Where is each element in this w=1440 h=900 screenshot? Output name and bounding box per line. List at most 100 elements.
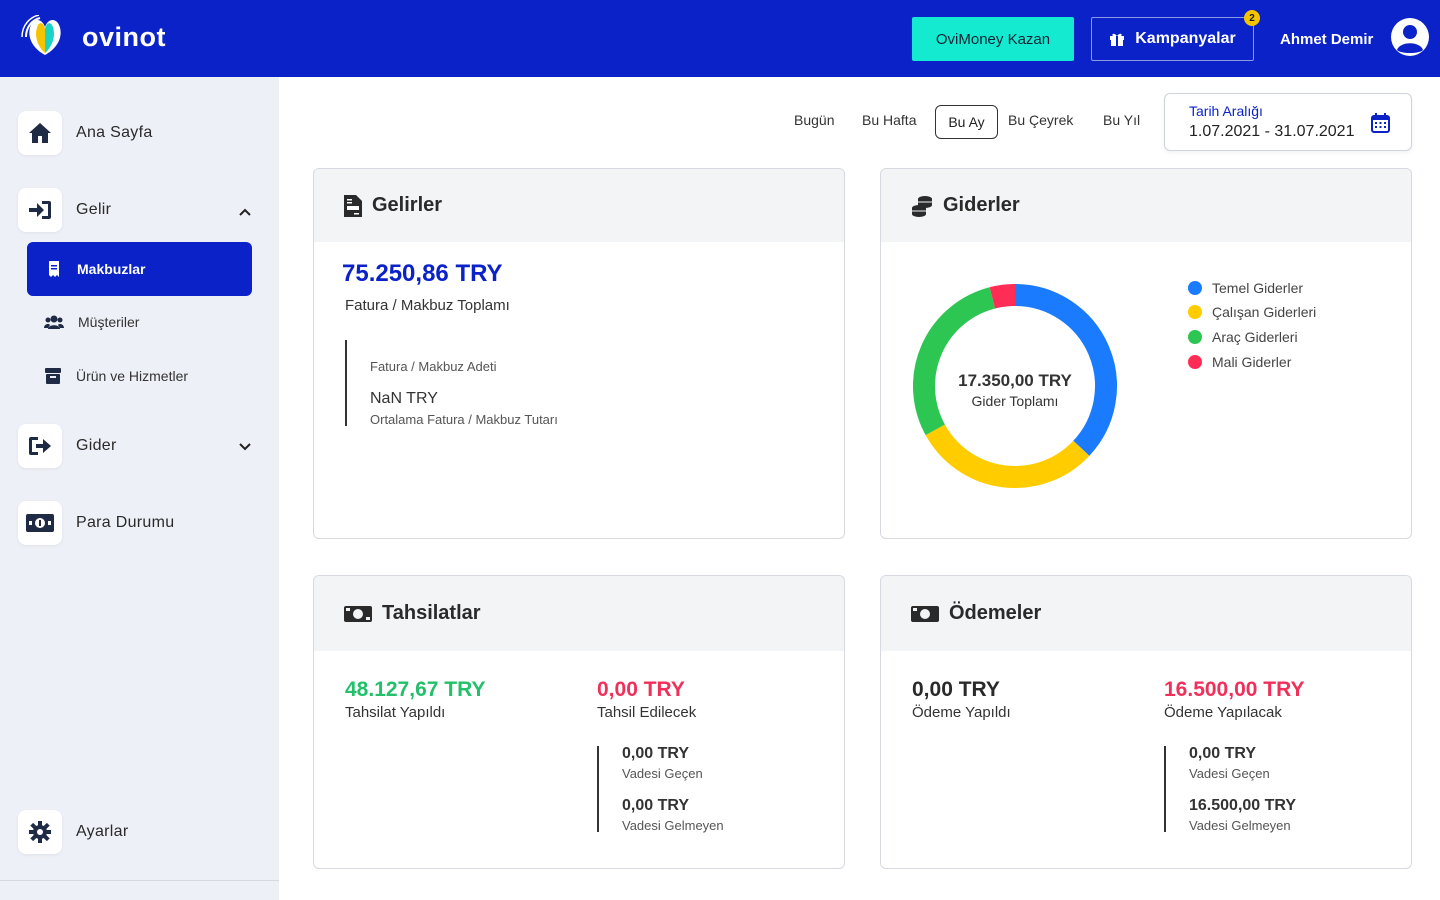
sidebar-label-makbuzlar: Makbuzlar [77, 261, 146, 277]
odemeler-title: Ödemeler [949, 602, 1042, 624]
date-range-label: Tarih Aralığı [1189, 103, 1263, 119]
sidebar-divider [0, 880, 279, 881]
tahsilat-done-value: 48.127,67 TRY [345, 678, 486, 701]
user-name[interactable]: Ahmet Demir [1280, 31, 1374, 48]
gelirler-avg-value: NaN TRY [370, 390, 438, 407]
tahsilat-done-label: Tahsilat Yapıldı [345, 704, 446, 721]
filter-bu-ay[interactable]: Bu Ay [935, 105, 998, 139]
sidebar-item-musteriler[interactable]: Müşteriler [44, 314, 139, 330]
donut-slice-1[interactable] [1014, 284, 1117, 456]
odeme-divider [1164, 746, 1166, 832]
odeme-pending-label: Ödeme Yapılacak [1164, 704, 1282, 721]
sidebar-item-para-durumu[interactable]: Para Durumu [18, 501, 174, 545]
receipt-icon [49, 261, 59, 277]
box-icon [45, 368, 61, 384]
legend-dot [1188, 305, 1202, 319]
gelirler-title: Gelirler [372, 194, 443, 216]
odeme-overdue-value: 0,00 TRY [1189, 745, 1256, 762]
tahsilat-notdue-label: Vadesi Gelmeyen [622, 818, 724, 833]
sidebar-label-musteriler: Müşteriler [78, 314, 140, 330]
tahsilatlar-card: Tahsilatlar 48.127,67 TRY Tahsilat Yapıl… [313, 575, 845, 869]
tahsilatlar-title: Tahsilatlar [382, 602, 481, 624]
sidebar-item-ana-sayfa[interactable]: Ana Sayfa [18, 111, 153, 155]
odeme-notdue-value: 16.500,00 TRY [1189, 797, 1297, 814]
brand-name: ovinot [82, 21, 166, 52]
gelirler-total-label: Fatura / Makbuz Toplamı [345, 297, 510, 314]
sidebar-item-makbuzlar[interactable]: Makbuzlar [27, 242, 252, 296]
kampanyalar-button[interactable]: Kampanyalar [1091, 17, 1254, 61]
odeme-done-label: Ödeme Yapıldı [912, 704, 1011, 721]
odeme-notdue-label: Vadesi Gelmeyen [1189, 818, 1291, 833]
donut-slice-2[interactable] [925, 424, 1090, 488]
kampanyalar-label: Kampanyalar [1135, 30, 1236, 47]
date-range-value: 1.07.2021 - 31.07.2021 [1189, 123, 1355, 140]
tahsilat-pending-label: Tahsil Edilecek [597, 704, 697, 721]
chevron-down-icon[interactable] [239, 443, 251, 451]
calendar-icon[interactable] [1371, 113, 1390, 133]
filter-bugun[interactable]: Bugün [794, 112, 835, 128]
gelirler-avg-label: Ortalama Fatura / Makbuz Tutarı [370, 412, 558, 427]
giderler-title: Giderler [943, 194, 1020, 216]
legend-label: Temel Giderler [1212, 280, 1304, 296]
tahsilat-overdue-label: Vadesi Geçen [622, 766, 703, 781]
chevron-up-icon[interactable] [239, 208, 251, 216]
brand-logo[interactable]: ovinot [20, 15, 166, 59]
file-invoice-icon [344, 194, 362, 217]
user-avatar-icon[interactable] [1390, 17, 1430, 57]
legend-label: Araç Giderleri [1212, 329, 1298, 345]
legend-label: Çalışan Giderleri [1212, 304, 1317, 320]
legend-dot [1188, 330, 1202, 344]
gelirler-card: Gelirler 75.250,86 TRY Fatura / Makbuz T… [313, 168, 845, 539]
donut-center-value: 17.350,00 TRY [958, 371, 1072, 390]
sidebar-item-ayarlar[interactable]: Ayarlar [18, 810, 129, 854]
ovimoney-kazan-button[interactable]: OviMoney Kazan [912, 17, 1074, 61]
gift-icon [1110, 33, 1125, 46]
sidebar-label-ana-sayfa: Ana Sayfa [76, 124, 153, 141]
filter-bu-ceyrek[interactable]: Bu Çeyrek [1008, 112, 1074, 128]
gelirler-total: 75.250,86 TRY [342, 260, 503, 287]
odeme-pending-value: 16.500,00 TRY [1164, 678, 1305, 701]
donut-slice-4[interactable] [989, 284, 1016, 309]
legend-dot [1188, 281, 1202, 295]
legend-item[interactable]: Araç Giderleri [1188, 329, 1298, 345]
sidebar-label-para-durumu: Para Durumu [76, 514, 175, 531]
legend-item[interactable]: Çalışan Giderleri [1188, 304, 1316, 320]
giderler-donut-chart [913, 284, 1117, 488]
sidebar-label-ayarlar: Ayarlar [76, 823, 129, 840]
top-navbar: ovinot OviMoney Kazan Kampanyalar 2 Ahme… [0, 0, 1440, 77]
filter-bu-hafta[interactable]: Bu Hafta [862, 112, 917, 128]
odeme-done-value: 0,00 TRY [912, 678, 1000, 701]
legend-item[interactable]: Mali Giderler [1188, 354, 1291, 370]
wallet-icon [911, 605, 939, 622]
date-range-picker[interactable]: Tarih Aralığı 1.07.2021 - 31.07.2021 [1164, 93, 1412, 151]
money-bill-wave-icon [344, 605, 372, 622]
donut-slice-3[interactable] [913, 287, 996, 436]
sidebar-item-urun-hizmetler[interactable]: Ürün ve Hizmetler [44, 368, 188, 384]
legend-item[interactable]: Temel Giderler [1188, 280, 1303, 296]
sign-out-icon [29, 437, 51, 455]
sidebar-label-urunler: Ürün ve Hizmetler [76, 368, 189, 384]
home-icon [29, 123, 51, 143]
users-icon [44, 315, 64, 329]
tahsilat-pending-value: 0,00 TRY [597, 678, 685, 701]
donut-center-label: Gider Toplamı [971, 393, 1059, 409]
gelirler-count-label: Fatura / Makbuz Adeti [370, 359, 497, 374]
giderler-card: Giderler 17.350,00 TRY Gider Toplamı Tem… [880, 168, 1412, 539]
sidebar-item-gider[interactable]: Gider [18, 424, 117, 468]
sidebar-label-gider: Gider [76, 437, 117, 454]
odeme-overdue-label: Vadesi Geçen [1189, 766, 1270, 781]
gear-icon [29, 821, 51, 843]
ovinot-logo-icon [21, 15, 61, 55]
sidebar-label-gelir: Gelir [76, 201, 112, 218]
money-bill-icon [26, 514, 54, 532]
notification-badge: 2 [1244, 10, 1260, 26]
coins-icon [912, 195, 932, 217]
legend-label: Mali Giderler [1212, 354, 1292, 370]
sidebar-item-gelir[interactable]: Gelir [18, 188, 111, 232]
filter-bu-yil[interactable]: Bu Yıl [1103, 112, 1141, 128]
tahsilat-divider [597, 746, 599, 832]
legend-dot [1188, 355, 1202, 369]
sign-in-icon [29, 201, 51, 219]
odemeler-card: Ödemeler 0,00 TRY Ödeme Yapıldı 16.500,0… [880, 575, 1412, 869]
tahsilat-overdue-value: 0,00 TRY [622, 745, 689, 762]
